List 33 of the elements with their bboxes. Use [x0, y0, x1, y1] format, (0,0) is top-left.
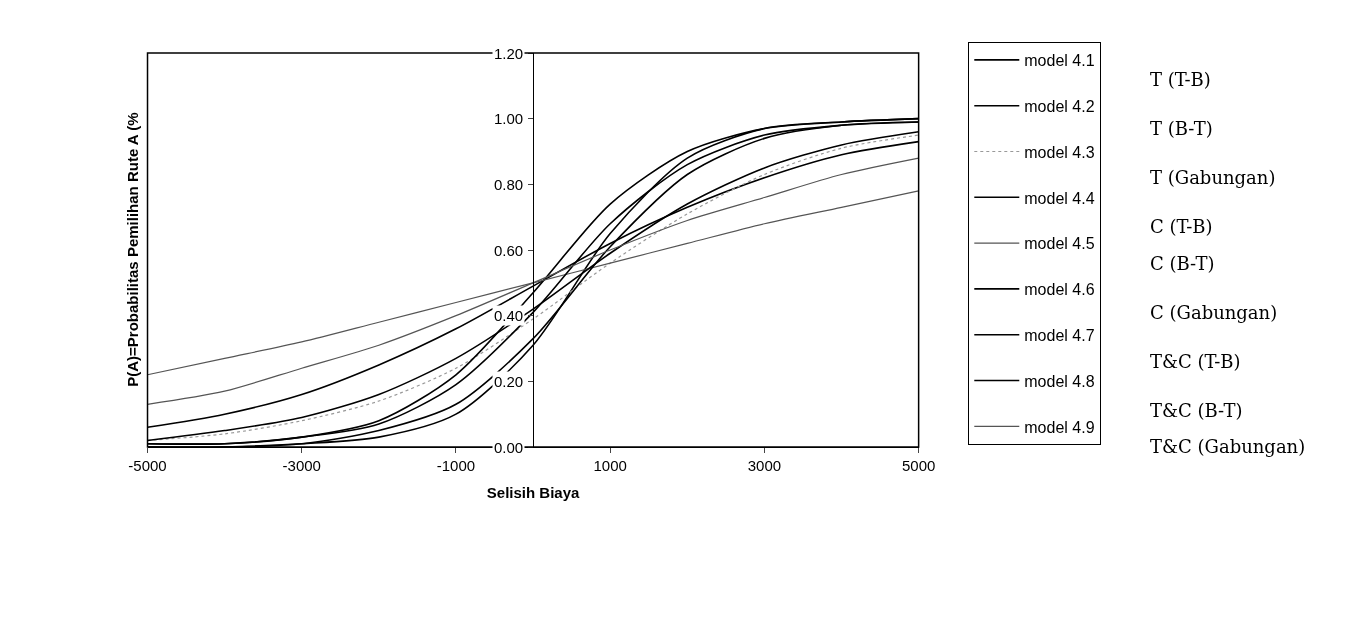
legend-label: model 4.8: [1024, 372, 1095, 390]
y-tick-label: 0.80: [494, 176, 524, 193]
legend-label: model 4.6: [1024, 281, 1095, 299]
legend-label: model 4.9: [1024, 418, 1095, 436]
text: T (B-T): [1150, 118, 1213, 139]
x-tick-label: 5000: [901, 457, 936, 474]
text: C (Gabungan): [1150, 302, 1278, 323]
legend-label: model 4.5: [1024, 235, 1095, 253]
text: T&C (Gabungan): [1150, 436, 1306, 457]
x-tick-label: -5000: [128, 457, 167, 474]
text: T&C (T-B): [1150, 351, 1241, 372]
text: C (T-B): [1150, 216, 1213, 237]
y-tick-label: 0.40: [494, 307, 524, 324]
y-axis-title: P(A)=Probabilitas Pemilihan Rute A (%: [123, 112, 141, 387]
text: C (B-T): [1150, 253, 1215, 274]
y-tick-label: 0.60: [494, 242, 524, 259]
legend-label: model 4.3: [1024, 143, 1095, 161]
x-tick-label: -1000: [436, 457, 476, 474]
y-tick-label: 1.20: [494, 45, 524, 62]
x-axis-title: Selisih Biaya: [486, 484, 580, 501]
text: T (Gabungan): [1150, 167, 1276, 188]
legend-label: model 4.1: [1024, 52, 1095, 70]
text: T&C (B-T): [1150, 400, 1243, 421]
x-tick-label: 1000: [593, 457, 627, 474]
legend-label: model 4.4: [1024, 189, 1095, 207]
legend-label: model 4.2: [1024, 97, 1095, 115]
text: T (T-B): [1150, 69, 1211, 90]
x-tick-label: 3000: [747, 457, 782, 474]
legend-label: model 4.7: [1024, 326, 1095, 344]
x-tick-label: -3000: [282, 457, 321, 474]
y-tick-label: 1.00: [494, 110, 524, 127]
y-tick-label: 0.20: [494, 373, 524, 390]
y-tick-label: 0.00: [494, 439, 524, 456]
